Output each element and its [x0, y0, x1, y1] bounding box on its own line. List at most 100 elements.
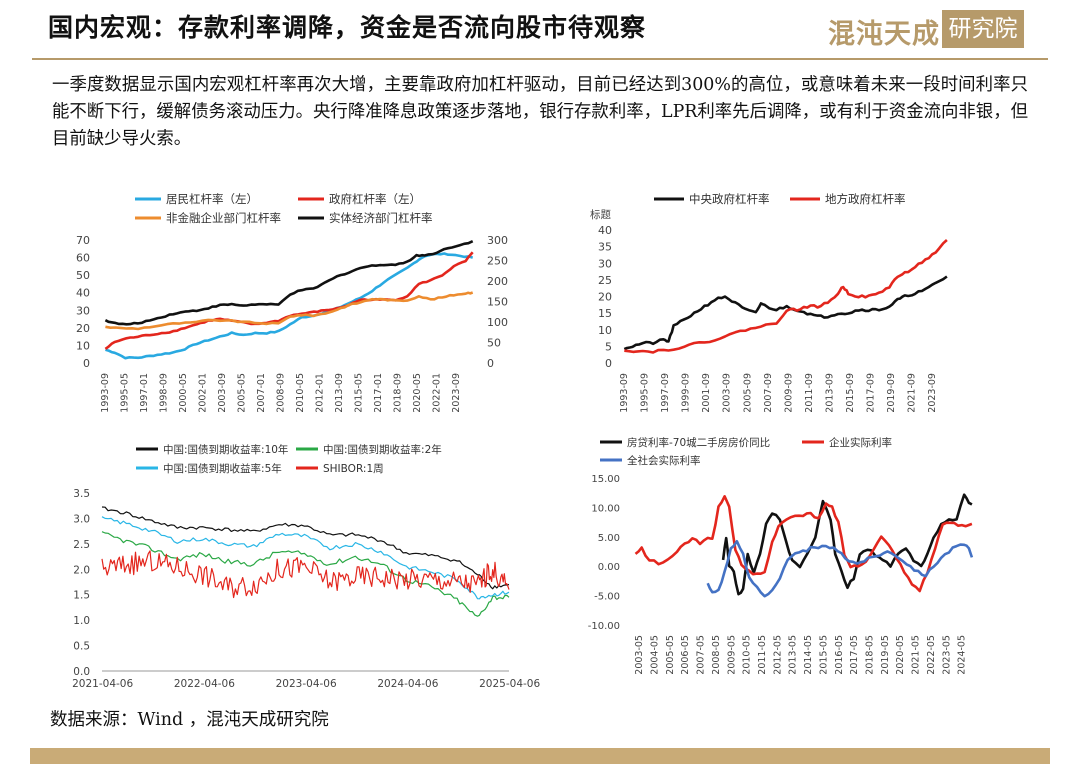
leverage-x-tick-label: 2000-05: [178, 373, 189, 413]
real-rate-x-tick-label: 2024-05: [957, 635, 968, 675]
bond-yield-x-tick-label: 2023-04-06: [276, 678, 337, 690]
legend-household-label: 居民杠杆率（左）: [166, 192, 258, 206]
real-rate-y-tick-label: 10.00: [591, 503, 620, 514]
real-rate-x-tick-label: 2009-05: [726, 635, 737, 675]
leverage-x-tick-label: 2012-01: [314, 373, 325, 413]
gov-leverage-y-tick-label: 5: [605, 340, 612, 353]
gov-leverage-series-line: [624, 239, 948, 354]
leverage-x-tick-label: 2017-01: [373, 373, 384, 413]
real-rate-x-tick-label: 2020-05: [895, 635, 906, 675]
real-rate-x-tick-label: 2010-05: [742, 635, 753, 675]
leverage-x-tick-label: 2008-09: [275, 373, 286, 413]
gov-leverage-y-tick-label: 30: [598, 257, 612, 270]
gov-leverage-y-tick-label: 10: [598, 324, 612, 337]
gov-leverage-y-tick-label: 40: [598, 224, 612, 237]
real-rate-x-tick-label: 2007-05: [696, 635, 707, 675]
legend-government-label: 政府杠杆率（左）: [329, 192, 421, 206]
leverage-left-y-tick-label: 0: [83, 357, 90, 370]
leverage-left-y-tick-label: 10: [76, 339, 90, 352]
bond-yield-series-line: [101, 550, 510, 599]
real-rate-x-tick-label: 2008-05: [711, 635, 722, 675]
real-rate-x-tick-label: 2011-05: [757, 635, 768, 675]
bond-yield-y-tick-label: 3.5: [73, 488, 90, 500]
legend-mortgage-spread-label: 房贷利率-70城二手房房价同比: [627, 436, 770, 449]
leverage-x-tick-label: 1997-01: [139, 373, 150, 413]
leverage-series-line: [105, 291, 474, 331]
legend-real-economy-label: 实体经济部门杠杆率: [329, 211, 433, 225]
leverage-x-tick-label: 2013-09: [334, 373, 345, 413]
gov-leverage-x-tick-label: 2005-09: [742, 373, 753, 413]
real-rate-y-tick-label: 15.00: [591, 474, 620, 485]
real-rate-y-tick-label: -10.00: [588, 621, 620, 632]
legend-yield-5y-label: 中国:国债到期收益率:5年: [163, 462, 282, 475]
real-rate-y-tick-label: 5.00: [598, 533, 620, 544]
gov-leverage-x-tick-label: 2019-09: [886, 373, 897, 413]
real-rate-x-tick-label: 2019-05: [880, 635, 891, 675]
leverage-x-tick-label: 2007-01: [256, 373, 267, 413]
bond-yield-series-line: [101, 531, 510, 617]
leverage-right-y-tick-label: 50: [487, 337, 501, 350]
real-rate-x-tick-label: 2012-05: [772, 635, 783, 675]
page-title: 国内宏观：存款利率调降，资金是否流向股市待观察: [48, 13, 647, 42]
bond-yield-y-tick-label: 0.5: [73, 641, 90, 653]
gov-leverage-y-tick-label: 25: [598, 274, 612, 287]
leverage-series-line: [104, 251, 474, 350]
real-rate-series-line: [721, 493, 973, 596]
leverage-right-y-tick-label: 100: [487, 316, 508, 329]
footer-bar: [30, 748, 1050, 764]
real-rate-x-tick-label: 2022-05: [926, 635, 937, 675]
gov-leverage-x-tick-label: 2017-09: [866, 373, 877, 413]
gov-leverage-x-tick-label: 2015-09: [845, 373, 856, 413]
legend-local-label: 地方政府杠杆率: [825, 192, 906, 206]
leverage-right-y-tick-label: 300: [487, 234, 508, 247]
legend-nonfinancial-label: 非金融企业部门杠杆率: [166, 211, 281, 225]
legend-social-real-rate-label: 全社会实际利率: [627, 454, 701, 467]
gov-leverage-x-tick-label: 1997-09: [660, 373, 671, 413]
leverage-left-y-tick-label: 60: [76, 252, 90, 265]
summary-paragraph: 一季度数据显示国内宏观杠杆率再次大增，主要靠政府加杠杆驱动，目前已经达到300%…: [52, 75, 1028, 149]
leverage-left-y-tick-label: 30: [76, 304, 90, 317]
real-rate-x-tick-label: 2018-05: [865, 635, 876, 675]
leverage-right-y-tick-label: 150: [487, 296, 508, 309]
leverage-x-tick-label: 2002-01: [197, 373, 208, 413]
real-rate-x-tick-label: 2004-05: [649, 635, 660, 675]
leverage-left-y-tick-label: 40: [76, 287, 90, 300]
gov-leverage-y-tick-label: 15: [598, 307, 612, 320]
real-rate-x-tick-label: 2006-05: [680, 635, 691, 675]
logo-box-text: 研究院: [942, 10, 1024, 48]
gov-leverage-x-tick-label: 2007-09: [763, 373, 774, 413]
legend-yield-10y-label: 中国:国债到期收益率:10年: [163, 443, 288, 456]
gov-leverage-y-tick-label: 20: [598, 291, 612, 304]
legend-yield-2y-label: 中国:国债到期收益率:2年: [323, 443, 442, 456]
gov-leverage-y-title: 标题: [590, 209, 611, 221]
leverage-x-tick-label: 2018-09: [392, 373, 403, 413]
bond-yield-x-tick-label: 2022-04-06: [174, 678, 235, 690]
gov-leverage-x-tick-label: 2009-09: [783, 373, 794, 413]
bond-yield-chart: 中国:国债到期收益率:10年 中国:国债到期收益率:2年中国:国债到期收益率:5年…: [72, 443, 540, 690]
leverage-chart: 居民杠杆率（左） 政府杠杆率（左） 非金融企业部门杠杆率 实体经济部门杠杆率 0 10 20…: [76, 192, 508, 413]
real-rate-x-tick-label: 2013-05: [788, 635, 799, 675]
real-rate-x-tick-label: 2014-05: [803, 635, 814, 675]
leverage-right-y-tick-label: 200: [487, 275, 508, 288]
leverage-x-tick-label: 1995-05: [119, 373, 130, 413]
leverage-x-tick-label: 2020-05: [412, 373, 423, 413]
leverage-x-tick-label: 2023-09: [451, 373, 462, 413]
real-rate-x-tick-label: 2023-05: [941, 635, 952, 675]
real-rate-x-tick-label: 2005-05: [665, 635, 676, 675]
gov-leverage-x-tick-label: 1995-09: [640, 373, 651, 413]
bond-yield-x-tick-label: 2021-04-06: [72, 678, 133, 690]
leverage-left-y-tick-label: 50: [76, 269, 90, 282]
gov-leverage-x-tick-label: 1993-09: [619, 373, 630, 413]
gov-leverage-x-tick-label: 2021-09: [907, 373, 918, 413]
real-rate-y-tick-label: 0.00: [598, 562, 620, 573]
real-rate-series-line: [706, 540, 974, 598]
real-rate-x-tick-label: 2017-05: [849, 635, 860, 675]
leverage-series-line: [105, 252, 474, 360]
real-rate-x-tick-label: 2021-05: [911, 635, 922, 675]
leverage-left-y-tick-label: 70: [76, 234, 90, 247]
real-rate-x-tick-label: 2016-05: [834, 635, 845, 675]
leverage-right-y-tick-label: 0: [487, 357, 494, 370]
bond-yield-y-tick-label: 2.5: [73, 539, 90, 551]
leverage-x-tick-label: 1998-09: [158, 373, 169, 413]
